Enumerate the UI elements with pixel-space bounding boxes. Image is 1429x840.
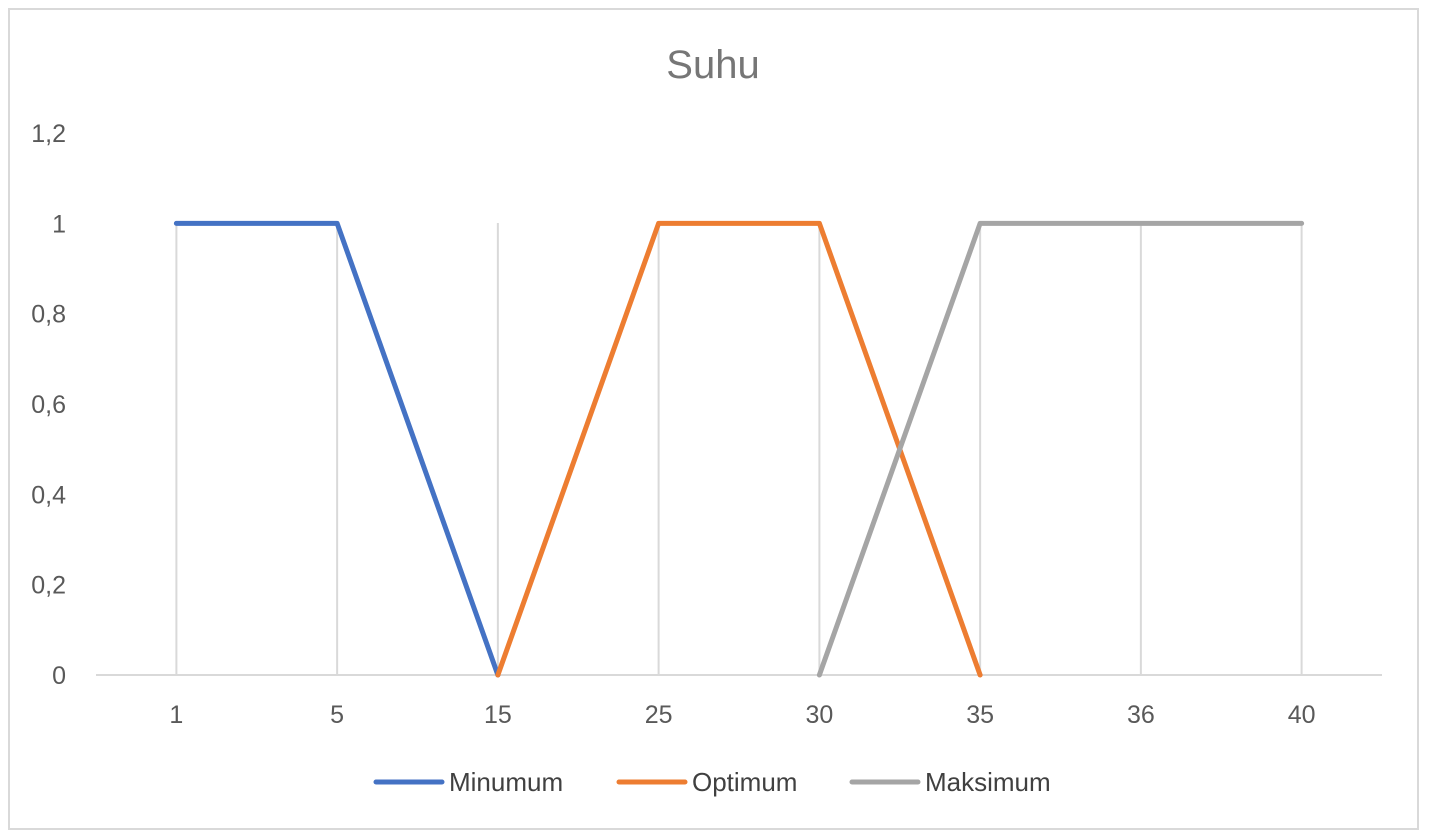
- series-line-optimum: [495, 220, 983, 678]
- legend: Minumum Optimum Maksimum: [373, 767, 1051, 797]
- y-tick-label: 0: [52, 662, 66, 690]
- chart-frame: [8, 8, 1419, 830]
- legend-item: Minumum: [373, 767, 563, 797]
- x-tick-label: 15: [484, 701, 512, 729]
- y-tick-label: 0,8: [31, 301, 66, 329]
- y-tick-label: 1,2: [31, 120, 66, 148]
- x-tick-label: 40: [1288, 701, 1316, 729]
- x-axis-ticks: 1 5 15 25 30 35 36 40: [169, 701, 1315, 729]
- x-tick-label: 35: [966, 701, 994, 729]
- legend-label: Maksimum: [925, 767, 1051, 797]
- y-tick-label: 0,4: [31, 481, 66, 509]
- x-tick-label: 5: [330, 701, 344, 729]
- y-tick-label: 1: [52, 210, 66, 238]
- series-lines: [173, 220, 1305, 678]
- y-tick-label: 0,2: [31, 572, 66, 600]
- legend-item: Maksimum: [849, 767, 1051, 797]
- x-tick-label: 1: [169, 701, 183, 729]
- y-axis-ticks: 0 0,2 0,4 0,6 0,8 1 1,2: [31, 120, 66, 690]
- grid-lines: [175, 223, 1303, 675]
- series-line-minumum: [173, 220, 501, 678]
- x-tick-label: 30: [805, 701, 833, 729]
- x-tick-label: 25: [645, 701, 673, 729]
- legend-item: Optimum: [616, 767, 797, 797]
- series-line-maksimum: [816, 220, 1305, 678]
- y-tick-label: 0,6: [31, 391, 66, 419]
- x-tick-label: 36: [1127, 701, 1155, 729]
- legend-label: Minumum: [449, 767, 563, 797]
- legend-label: Optimum: [692, 767, 797, 797]
- chart-title: Suhu: [666, 43, 759, 87]
